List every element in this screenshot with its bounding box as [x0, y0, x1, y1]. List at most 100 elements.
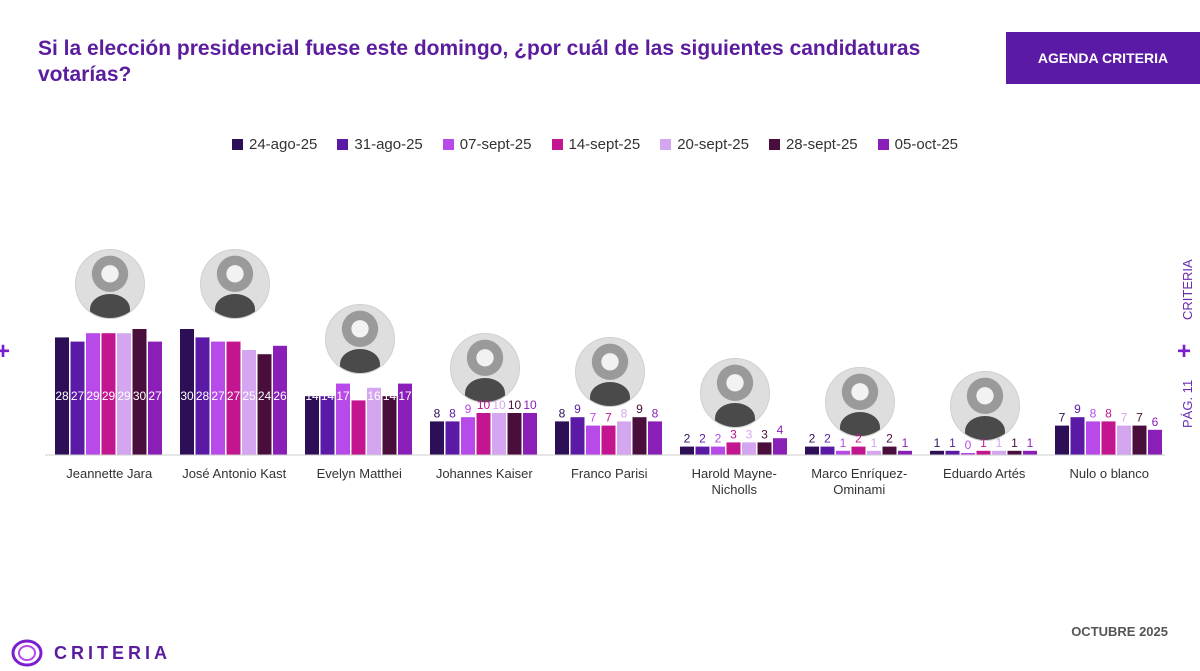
data-label: 17	[398, 389, 412, 403]
data-label: 7	[1059, 411, 1066, 425]
category-label: Eduardo Artés	[943, 466, 1026, 481]
legend-label: 14-sept-25	[568, 136, 641, 153]
data-label: 9	[1074, 402, 1081, 416]
bar	[836, 450, 850, 455]
category-label: Marco Enríquez-	[811, 466, 907, 481]
person-photo-icon	[200, 249, 271, 319]
bar	[492, 413, 506, 455]
bar	[430, 421, 444, 455]
data-label: 28	[55, 389, 69, 403]
bar	[1023, 450, 1037, 455]
bar	[930, 450, 944, 455]
legend-item: 07-sept-25	[442, 136, 532, 153]
bar	[55, 337, 69, 455]
data-label: 29	[102, 389, 116, 403]
bar	[601, 425, 616, 455]
side-brand: CRITERIA	[1180, 259, 1195, 320]
data-label: 8	[652, 406, 659, 420]
data-label: 17	[336, 389, 350, 403]
bar	[742, 442, 756, 455]
bar	[1101, 421, 1116, 455]
footer-brand: CRITERIA	[10, 638, 171, 668]
data-label: 6	[1152, 415, 1159, 429]
data-label: 25	[242, 389, 256, 403]
person-photo-icon	[325, 303, 396, 374]
data-label: 14	[383, 389, 397, 403]
legend-item: 24-ago-25	[232, 136, 317, 153]
bar	[523, 413, 537, 455]
data-label: 27	[211, 389, 225, 403]
bar	[257, 354, 272, 455]
bar	[226, 341, 241, 455]
data-label: 30	[133, 389, 147, 403]
bar	[273, 345, 287, 455]
data-label: 14	[305, 389, 319, 403]
bar	[617, 421, 631, 455]
data-label: 2	[809, 432, 816, 446]
person-photo-icon	[450, 333, 521, 403]
bar	[882, 446, 897, 455]
data-label: 8	[434, 406, 441, 420]
data-label: 3	[761, 427, 768, 441]
data-label: 29	[86, 389, 100, 403]
data-label: 1	[934, 436, 941, 450]
category-label: Franco Parisi	[571, 466, 648, 481]
category-label: Evelyn Matthei	[317, 466, 402, 481]
bar	[320, 396, 335, 455]
legend-item: 14-sept-25	[551, 136, 641, 153]
chart-title: Si la elección presidencial fuese este d…	[38, 37, 921, 86]
bar	[867, 450, 881, 455]
bar	[820, 446, 835, 455]
bar	[1070, 417, 1085, 455]
bar	[1132, 425, 1147, 455]
data-label: 2	[715, 432, 722, 446]
data-label: 2	[684, 432, 691, 446]
legend-item: 31-ago-25	[337, 136, 423, 153]
legend-item: 20-sept-25	[660, 136, 749, 153]
data-label: 1	[871, 436, 878, 450]
data-label: 9	[465, 402, 472, 416]
data-label: 1	[840, 436, 847, 450]
data-label: 1	[902, 436, 909, 450]
footer-brand-text: CRITERIA	[54, 642, 171, 663]
data-label: 30	[180, 389, 194, 403]
bar	[461, 417, 475, 455]
data-label: 2	[855, 432, 862, 446]
bar	[961, 453, 975, 455]
data-label: 8	[1105, 406, 1112, 420]
data-label: 1	[1027, 436, 1034, 450]
bar	[211, 341, 225, 455]
legend-swatch	[551, 139, 563, 150]
data-label: 16	[367, 389, 381, 403]
bar	[242, 350, 256, 455]
data-label: 0	[965, 438, 972, 452]
brand-badge: AGENDA CRITERIA	[1006, 32, 1200, 84]
person-photo-icon	[700, 358, 771, 429]
data-label: 4	[777, 423, 784, 437]
legend-swatch	[877, 139, 889, 150]
data-label: 2	[886, 432, 893, 446]
legend-swatch	[660, 139, 672, 150]
bar	[117, 333, 131, 455]
footer-date: OCTUBRE 2025	[1071, 624, 1168, 639]
bar	[945, 450, 960, 455]
category-label: Nicholls	[711, 482, 757, 497]
bar	[851, 446, 866, 455]
data-label: 24	[258, 389, 272, 403]
data-label: 7	[1136, 411, 1143, 425]
data-label: 26	[273, 389, 287, 403]
legend-label: 31-ago-25	[354, 136, 423, 153]
legend-swatch	[442, 139, 454, 150]
bar	[898, 450, 912, 455]
data-label: 27	[148, 389, 162, 403]
legend: 24-ago-25 31-ago-25 07-sept-25 14-sept-25 20…	[232, 136, 958, 153]
bar	[805, 446, 819, 455]
bar	[305, 396, 319, 455]
bar	[1117, 425, 1131, 455]
data-label: 29	[117, 389, 131, 403]
bar	[570, 417, 585, 455]
bar	[757, 442, 772, 455]
bar	[1055, 425, 1069, 455]
logo-rings-icon	[11, 639, 43, 667]
